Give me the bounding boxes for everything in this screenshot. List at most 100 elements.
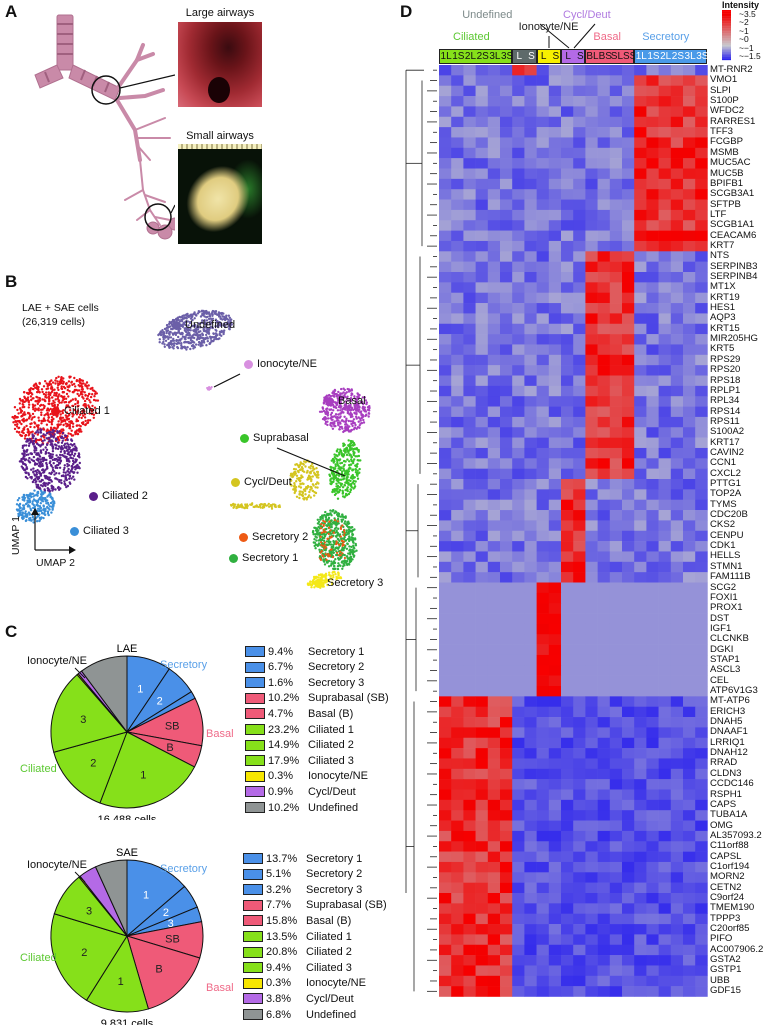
heatmap-cell [610, 551, 623, 562]
heatmap-cell [524, 334, 537, 345]
heatmap-cell [598, 334, 611, 345]
heatmap-cell [476, 241, 489, 252]
heatmap-cell [537, 676, 550, 687]
legend-item-secretory-2: 5.1%Secretory 2 [243, 867, 362, 882]
heatmap-cell [646, 458, 659, 469]
heatmap-cell [671, 334, 684, 345]
heatmap-cell [585, 841, 598, 852]
heatmap-cell [561, 520, 574, 531]
heatmap-cell [683, 355, 696, 366]
heatmap-cell [439, 945, 452, 956]
heatmap-cell [573, 438, 586, 449]
heatmap-cell [634, 355, 647, 366]
heatmap-cell [561, 562, 574, 573]
heatmap-cell [573, 831, 586, 842]
heatmap-cell [622, 893, 635, 904]
heatmap-row-cavin2 [439, 448, 708, 459]
heatmap-cell [500, 262, 513, 273]
heatmap-cell [659, 676, 672, 687]
heatmap-cell [622, 686, 635, 697]
heatmap-cell [439, 500, 452, 511]
heatmap-cell [451, 293, 464, 304]
heatmap-cell [695, 427, 708, 438]
heatmap-cell [537, 945, 550, 956]
heatmap-cell [488, 779, 501, 790]
heatmap-cell [659, 210, 672, 221]
heatmap-cell [463, 65, 476, 76]
heatmap-cell [659, 407, 672, 418]
heatmap-cell [463, 572, 476, 583]
heatmap-cell [634, 500, 647, 511]
heatmap-cell [524, 665, 537, 676]
heatmap-cell [561, 821, 574, 832]
heatmap-cell [561, 169, 574, 180]
heatmap-cell [549, 531, 562, 542]
heatmap-cell [671, 686, 684, 697]
heatmap-cell [524, 438, 537, 449]
heatmap-cell [488, 572, 501, 583]
heatmap-cell [439, 976, 452, 987]
heatmap-cell [622, 220, 635, 231]
heatmap-cell [561, 251, 574, 262]
heatmap-cell [634, 893, 647, 904]
heatmap-cell [598, 800, 611, 811]
heatmap-cell [610, 137, 623, 148]
heatmap-cell [585, 241, 598, 252]
heatmap-cell [488, 324, 501, 335]
heatmap-cell [659, 251, 672, 262]
heatmap-cell [659, 417, 672, 428]
heatmap-cell [524, 986, 537, 997]
heatmap-cell [695, 872, 708, 883]
heatmap-cell [598, 593, 611, 604]
heatmap-cell [622, 624, 635, 635]
heatmap-cell [500, 427, 513, 438]
heatmap-cell [561, 541, 574, 552]
heatmap-cell [585, 137, 598, 148]
heatmap-cell [646, 96, 659, 107]
heatmap-cell [439, 148, 452, 159]
heatmap-cell [610, 417, 623, 428]
heatmap-cell [683, 603, 696, 614]
legend-percent: 13.7% [266, 853, 306, 865]
heatmap-cell [524, 810, 537, 821]
heatmap-cell [500, 344, 513, 355]
heatmap-cell [598, 179, 611, 190]
legend-swatch [245, 693, 265, 704]
heatmap-cell [585, 769, 598, 780]
heatmap-cell [512, 231, 525, 242]
heatmap-cell [695, 541, 708, 552]
heatmap-cell [549, 717, 562, 728]
heatmap-cell [695, 407, 708, 418]
heatmap-cell [500, 872, 513, 883]
heatmap-cell [463, 396, 476, 407]
heatmap-cell [573, 655, 586, 666]
heatmap-cell [524, 603, 537, 614]
heatmap-cell [634, 510, 647, 521]
heatmap-cell [634, 831, 647, 842]
heatmap-cell [549, 427, 562, 438]
heatmap-cell [634, 572, 647, 583]
heatmap-cell [500, 945, 513, 956]
heatmap-cell [646, 65, 659, 76]
heatmap-cell [476, 293, 489, 304]
legend-label: Suprabasal (SB) [306, 899, 387, 911]
heatmap-cell [439, 169, 452, 180]
heatmap-cell [659, 324, 672, 335]
heatmap-cell [537, 313, 550, 324]
heatmap-cell [476, 914, 489, 925]
heatmap-cell [646, 790, 659, 801]
heatmap-cell [463, 852, 476, 863]
heatmap-cell [598, 634, 611, 645]
heatmap-cell [646, 262, 659, 273]
heatmap-cell [488, 137, 501, 148]
heatmap-cell [585, 779, 598, 790]
heatmap-cell [463, 86, 476, 97]
heatmap-cell [488, 448, 501, 459]
heatmap-row-hells [439, 551, 708, 562]
heatmap-cell [671, 696, 684, 707]
heatmap-cell [476, 438, 489, 449]
heatmap-cell [488, 365, 501, 376]
legend-percent: 23.2% [268, 724, 308, 736]
heatmap-cell [598, 75, 611, 86]
legend-label: Undefined [308, 802, 358, 814]
